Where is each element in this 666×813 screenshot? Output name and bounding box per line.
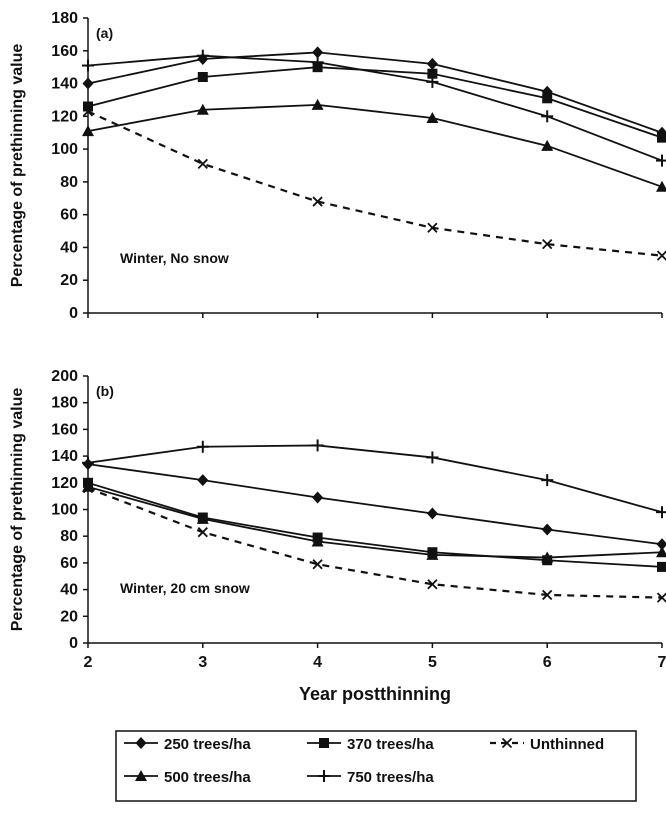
series-line	[88, 483, 662, 567]
legend: 250 trees/ha 370 trees/ha Unthinned 500 tre…	[116, 731, 636, 801]
series-500-trees-ha	[82, 481, 666, 563]
square-marker-shape	[657, 562, 666, 572]
x-tick-label: 5	[428, 654, 437, 671]
triangle-marker-shape	[656, 181, 666, 192]
y-tick-label: 0	[69, 635, 78, 652]
data-point	[82, 457, 94, 469]
diamond-marker-shape	[312, 491, 323, 503]
y-tick-label: 60	[60, 207, 78, 224]
square-marker-shape	[319, 738, 329, 748]
legend-label: 250 trees/ha	[164, 736, 251, 753]
data-point	[658, 251, 666, 260]
data-point	[427, 58, 438, 70]
series-750-trees-ha	[82, 439, 666, 518]
data-point	[82, 60, 94, 72]
y-tick-label: 140	[51, 448, 78, 465]
y-tick-label: 20	[60, 608, 78, 625]
data-point	[656, 181, 666, 192]
y-tick-label: 200	[51, 368, 78, 385]
series-line	[88, 464, 662, 544]
legend-label: 370 trees/ha	[347, 736, 434, 753]
data-point	[312, 491, 323, 503]
data-point	[542, 93, 552, 103]
diamond-marker-shape	[427, 508, 438, 520]
series-250-trees-ha	[83, 458, 666, 550]
data-point	[197, 441, 209, 453]
panel-annotation: Winter, No snow	[120, 250, 229, 266]
legend-label: Unthinned	[530, 736, 604, 753]
diamond-marker-shape	[542, 524, 553, 536]
series-370-trees-ha	[83, 478, 666, 572]
data-point	[427, 508, 438, 520]
data-point	[541, 110, 553, 122]
diamond-marker-shape	[427, 58, 438, 70]
x-tick-label: 3	[198, 654, 207, 671]
y-tick-label: 180	[51, 395, 78, 412]
data-point	[83, 102, 93, 112]
y-tick-label: 40	[60, 582, 78, 599]
data-point	[198, 72, 208, 82]
y-axis-title: Percentage of prethinning value	[9, 44, 26, 288]
x-tick-label: 7	[658, 654, 666, 671]
y-tick-label: 20	[60, 272, 78, 289]
data-point	[426, 451, 438, 463]
y-axis-title: Percentage of prethinning value	[9, 388, 26, 632]
square-marker-shape	[83, 102, 93, 112]
square-legend-marker	[319, 738, 329, 748]
diamond-marker-shape	[197, 474, 208, 486]
chart-panel-b: 0 20 40 60 80 100 120 140 160 180 200 2 3 4 5 6 7 Percent…	[9, 368, 666, 671]
y-tick-label: 100	[51, 502, 78, 519]
x-tick-label: 2	[84, 654, 93, 671]
y-tick-label: 40	[60, 239, 78, 256]
data-point	[198, 528, 207, 537]
square-marker-shape	[198, 72, 208, 82]
y-tick-label: 80	[60, 528, 78, 545]
x-tick-label: 4	[313, 654, 322, 671]
x-tick-label: 6	[543, 654, 552, 671]
data-point	[656, 506, 666, 518]
y-tick-label: 80	[60, 174, 78, 191]
data-point	[198, 159, 207, 168]
data-point	[542, 524, 553, 536]
data-point	[197, 474, 208, 486]
series-line	[88, 445, 662, 512]
y-tick-label: 0	[69, 305, 78, 322]
y-tick-label: 180	[51, 10, 78, 27]
panel-annotation: Winter, 20 cm snow	[120, 580, 250, 596]
legend-label: 750 trees/ha	[347, 769, 434, 786]
y-tick-label: 120	[51, 475, 78, 492]
square-marker-shape	[657, 133, 666, 143]
series-unthinned	[84, 107, 666, 260]
panel-label: (a)	[96, 25, 113, 41]
series-250-trees-ha	[83, 46, 666, 138]
y-tick-label: 120	[51, 108, 78, 125]
series-line	[88, 105, 662, 187]
legend-label: 500 trees/ha	[164, 769, 251, 786]
diamond-marker-shape	[83, 78, 94, 90]
data-point	[312, 439, 324, 451]
y-tick-label: 100	[51, 141, 78, 158]
series-line	[88, 52, 662, 132]
x-axis-title: Year postthinning	[299, 684, 451, 704]
data-point	[83, 78, 94, 90]
data-point	[657, 133, 666, 143]
data-point	[541, 474, 553, 486]
series-500-trees-ha	[82, 99, 666, 192]
y-tick-label: 140	[51, 76, 78, 93]
y-tick-label: 160	[51, 421, 78, 438]
square-marker-shape	[542, 93, 552, 103]
data-point	[657, 562, 666, 572]
chart-panel-a: 0 20 40 60 80 100 120 140 160 180 Percentage of pr…	[9, 10, 666, 322]
series-line	[88, 111, 662, 255]
panel-label: (b)	[96, 383, 114, 399]
y-tick-label: 60	[60, 555, 78, 572]
y-tick-label: 160	[51, 43, 78, 60]
data-point	[656, 155, 666, 167]
